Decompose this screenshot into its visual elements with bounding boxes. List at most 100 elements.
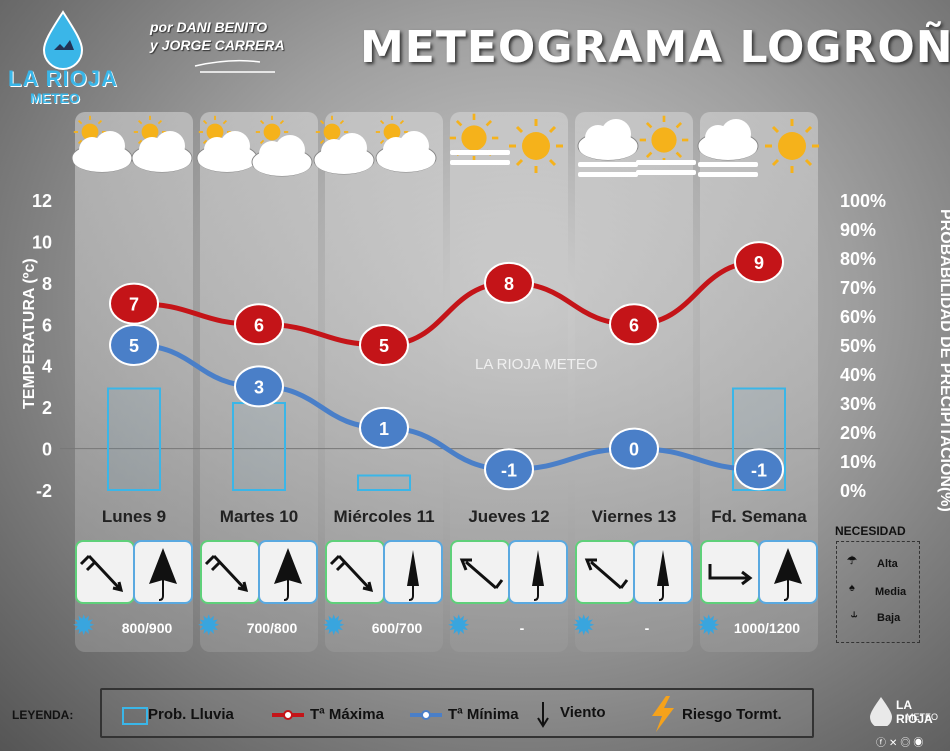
legend-storm: Riesgo Tormt. bbox=[682, 706, 782, 723]
umbrella-icon bbox=[532, 550, 544, 601]
wind-arrow-icon bbox=[537, 702, 549, 728]
wind-box bbox=[325, 540, 385, 604]
umbrella-icon bbox=[407, 550, 419, 601]
day-label: Jueves 12 bbox=[468, 507, 550, 526]
social-icons[interactable]: ⓕ✕◎◉ bbox=[876, 738, 927, 749]
y2-tick-label: 50% bbox=[840, 336, 876, 356]
y-tick-label: 12 bbox=[32, 191, 52, 211]
min-data-label: 5 bbox=[129, 336, 139, 356]
snowflake-gear-icon: ✹ bbox=[572, 610, 596, 641]
need-baja: Baja bbox=[877, 612, 901, 624]
min-data-label: 3 bbox=[254, 377, 264, 397]
snow-level: 600/700 bbox=[371, 620, 423, 636]
wind-box bbox=[450, 540, 510, 604]
wind-box bbox=[575, 540, 635, 604]
authors-line-2: y JORGE CARRERA bbox=[150, 37, 285, 53]
min-data-label: -1 bbox=[501, 460, 517, 480]
max-point bbox=[109, 282, 159, 325]
need-title: NECESIDAD bbox=[835, 524, 906, 538]
lightning-icon bbox=[652, 696, 674, 732]
wind-arrow-icon bbox=[79, 554, 124, 593]
min-point bbox=[359, 406, 409, 449]
day-label: Martes 10 bbox=[219, 507, 299, 526]
umbrella-icon bbox=[149, 548, 177, 601]
umbrella-icon bbox=[657, 550, 669, 601]
need-alta: Alta bbox=[877, 558, 898, 570]
max-line bbox=[133, 259, 760, 348]
y2-tick-label: 10% bbox=[840, 452, 876, 472]
wind-arrow-icon bbox=[584, 558, 629, 590]
meteogram-chart: 121086420-2100%90%80%70%60%50%40%30%20%1… bbox=[32, 191, 886, 501]
y-tick-label: -2 bbox=[36, 481, 52, 501]
footer-logo-name: LA RIOJA bbox=[896, 698, 933, 726]
max-legend-swatch bbox=[272, 710, 304, 720]
snow-level: 700/800 bbox=[246, 620, 298, 636]
min-point bbox=[484, 448, 534, 491]
watermark: LA RIOJA METEO bbox=[475, 356, 598, 373]
y-tick-label: 8 bbox=[42, 274, 52, 294]
footer-logo-sub: METEO bbox=[906, 712, 939, 722]
wind-arrow-icon bbox=[204, 554, 249, 593]
y-tick-label: 2 bbox=[42, 398, 52, 418]
day-label: Miércoles 11 bbox=[333, 507, 435, 526]
footer-logo-drop-icon bbox=[870, 697, 892, 726]
need-media: Media bbox=[875, 586, 907, 598]
prob-bar bbox=[107, 387, 161, 491]
min-point bbox=[234, 365, 284, 408]
authors-line-1: por DANI BENITO bbox=[150, 19, 268, 35]
max-data-label: 8 bbox=[504, 274, 514, 294]
max-point bbox=[609, 303, 659, 346]
water-drop-icon bbox=[42, 10, 84, 70]
wind-arrow-icon bbox=[708, 564, 753, 586]
min-point bbox=[109, 324, 159, 366]
umbrella-half-icon: ♠ bbox=[849, 582, 855, 594]
max-point bbox=[484, 261, 534, 304]
min-data-label: -1 bbox=[751, 460, 767, 480]
max-data-label: 7 bbox=[129, 295, 139, 315]
legend-prob: Prob. Lluvia bbox=[148, 706, 234, 723]
logo-sub: METEO bbox=[30, 90, 80, 106]
umbrella-box bbox=[633, 540, 693, 604]
y2-tick-label: 60% bbox=[840, 307, 876, 327]
prob-bar bbox=[232, 402, 286, 491]
y-tick-label: 10 bbox=[32, 232, 52, 252]
snowflake-gear-icon: ✹ bbox=[697, 610, 721, 641]
day-label: Fd. Semana bbox=[711, 507, 807, 526]
umbrella-icon bbox=[774, 548, 802, 601]
y2-tick-label: 80% bbox=[840, 249, 876, 269]
min-point bbox=[734, 448, 784, 491]
y2-tick-label: 100% bbox=[840, 191, 886, 211]
legend-min: Tª Mínima bbox=[448, 706, 519, 723]
snow-level: 800/900 bbox=[121, 620, 173, 636]
wind-box bbox=[200, 540, 260, 604]
y2-tick-label: 40% bbox=[840, 365, 876, 385]
max-data-label: 6 bbox=[629, 315, 639, 335]
signature-icon bbox=[194, 59, 275, 73]
min-data-label: 1 bbox=[379, 419, 389, 439]
min-legend-swatch bbox=[410, 710, 442, 720]
umbrella-open-icon: ☂ bbox=[847, 555, 857, 567]
umbrella-closed-icon: ⥿ bbox=[851, 608, 858, 620]
max-data-label: 5 bbox=[379, 336, 389, 356]
legend-box bbox=[100, 688, 814, 738]
max-point bbox=[234, 303, 284, 346]
y2-tick-label: 70% bbox=[840, 278, 876, 298]
prob-legend-swatch bbox=[122, 707, 148, 725]
umbrella-box bbox=[258, 540, 318, 604]
snowflake-gear-icon: ✹ bbox=[197, 610, 221, 641]
min-data-label: 0 bbox=[629, 440, 639, 460]
wind-arrow-icon bbox=[329, 554, 374, 593]
y2-tick-label: 90% bbox=[840, 220, 876, 240]
snowflake-gear-icon: ✹ bbox=[72, 610, 96, 641]
wind-box bbox=[75, 540, 135, 604]
prob-bar bbox=[357, 474, 411, 491]
y2-tick-label: 20% bbox=[840, 423, 876, 443]
snow-level: - bbox=[519, 620, 525, 636]
snow-level: 1000/1200 bbox=[733, 620, 801, 636]
authors: por DANI BENITO y JORGE CARRERA bbox=[150, 18, 285, 54]
umbrella-box bbox=[758, 540, 818, 604]
wind-arrow-icon bbox=[459, 558, 504, 590]
snow-level: - bbox=[644, 620, 650, 636]
umbrella-icon bbox=[274, 548, 302, 601]
umbrella-box bbox=[133, 540, 193, 604]
